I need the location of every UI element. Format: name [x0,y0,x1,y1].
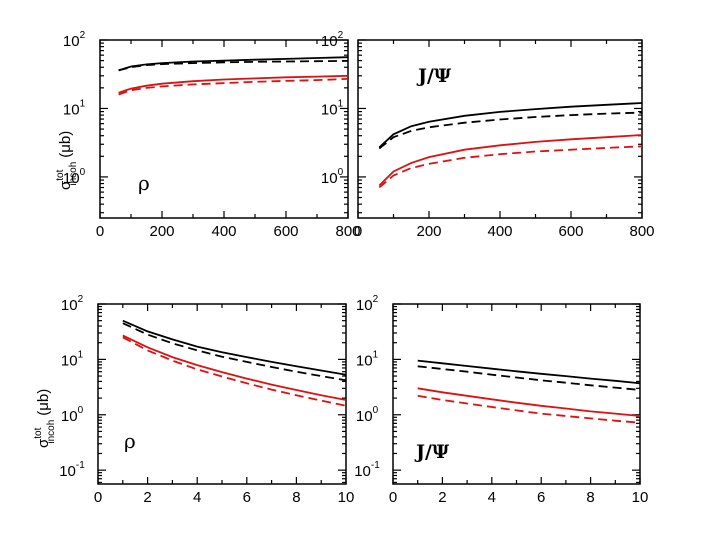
x-tick-label: 6 [537,489,545,506]
y-tick-label: 101 [61,349,84,369]
y-tick-label: 100 [63,167,86,187]
series-red-dashed [417,394,641,424]
series-red-solid [118,74,349,94]
y-tick-label: 100 [321,167,344,187]
series-red-dashed [122,336,347,407]
y-tick-label: 100 [356,405,379,425]
x-tick-label: 0 [94,489,102,506]
series-black-dashed [378,111,643,150]
series-black-solid [378,102,643,149]
x-tick-label: 8 [586,489,594,506]
series-red-solid [378,134,643,187]
x-tick-label: 400 [211,223,236,240]
y-axis-title-symbol: σ [57,180,74,190]
x-tick-label: 6 [243,489,251,506]
series-black-solid [417,359,641,385]
series-red-dashed [118,78,349,96]
x-tick-label: 0 [389,489,397,506]
y-axis-title-unit: (μb) [57,131,74,158]
x-tick-label: 2 [143,489,151,506]
y-tick-label: 101 [321,98,344,118]
y-tick-label: 101 [356,349,379,369]
y-tick-label: 102 [356,294,379,314]
panel-bottom-right: 0 2 4 6 8 10 102 101 100 10-1 J/Ψ [354,294,648,506]
y-tick-label: 10-1 [354,460,380,480]
y-axis-title-sub: incoh [68,162,79,186]
x-tick-label: 2 [438,489,446,506]
y-tick-label: 100 [61,405,84,425]
y-tick-label: 10-1 [59,460,85,480]
x-tick-label: 10 [338,489,355,506]
y-axis-title-sup: tot [55,169,66,180]
x-tick-label: 4 [193,489,201,506]
panel-top-right: 0 200 400 600 800 102 101 100 J/Ψ [321,30,655,240]
series-black-dashed [417,365,641,391]
panel-label: ρ [138,171,150,195]
y-axis-title-unit: (μb) [35,389,52,416]
x-tick-label: 0 [96,223,104,240]
panel-top-left: 0 200 400 600 800 102 101 100 ρ [63,30,361,240]
y-axis-title-sub: incoh [46,420,57,444]
x-tick-label: 4 [488,489,496,506]
x-tick-label: 8 [292,489,300,506]
plot-frame [97,303,347,485]
plot-frame [357,39,643,219]
x-tick-label: 0 [354,223,362,240]
series-red-dashed [378,145,643,189]
series-red-solid [122,334,347,401]
y-axis-title-top: σtot incoh (μb) [55,131,79,190]
y-axis-title-symbol: σ [35,438,52,448]
x-tick-label: 800 [335,223,360,240]
y-tick-label: 101 [63,98,86,118]
x-tick-label: 600 [273,223,298,240]
series-red-solid [417,387,641,417]
panel-label: ρ [124,429,136,453]
x-tick-label: 600 [558,223,583,240]
x-tick-label: 10 [632,489,649,506]
series-black-solid [122,319,347,376]
x-tick-label: 200 [149,223,174,240]
panel-label: J/Ψ [416,65,452,87]
y-axis-title-bottom: σtot incoh (μb) [33,389,57,448]
panel-bottom-left: 0 2 4 6 8 10 102 101 100 10-1 ρ [59,294,354,506]
series-black-dashed [122,322,347,382]
x-tick-label: 800 [629,223,654,240]
x-tick-label: 400 [487,223,512,240]
series-black-dashed [118,60,349,72]
y-axis-title-sup: tot [33,427,44,438]
y-tick-label: 102 [321,30,344,50]
x-tick-label: 200 [416,223,441,240]
y-tick-label: 102 [63,30,86,50]
y-tick-label: 102 [61,294,84,314]
panel-label: J/Ψ [414,441,450,463]
